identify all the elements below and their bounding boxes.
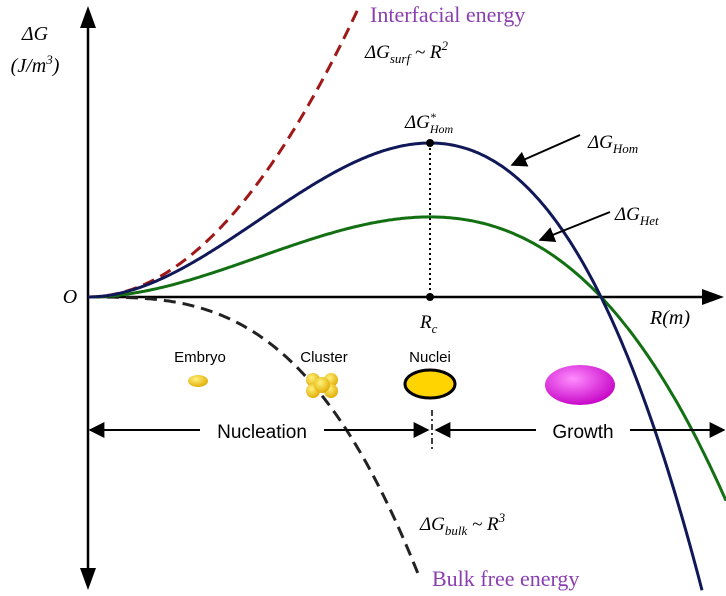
y-label: ΔG (21, 23, 49, 45)
y-unit: (J/m3) (11, 52, 60, 77)
het-label: ΔGHet (614, 204, 659, 228)
growth-shape (545, 365, 615, 405)
curves (88, 8, 726, 591)
bulk-eq: ΔGbulk ~ R3 (419, 510, 506, 538)
x-arrow (702, 289, 724, 305)
het-pointer (538, 211, 611, 243)
stage-label: Cluster (300, 349, 348, 366)
critical-point (426, 139, 434, 147)
critical-label: ΔG* Hom (404, 110, 454, 136)
nuclei-shape (403, 368, 457, 400)
region-label: Nucleation (217, 422, 307, 443)
cluster-shape (306, 373, 338, 398)
y-arrow-down (80, 568, 96, 590)
rc-point (426, 293, 434, 301)
embryo-shape (188, 375, 208, 387)
hom-pointer (510, 134, 581, 167)
hom-label: ΔGHom (587, 132, 638, 156)
het-curve (88, 215, 726, 502)
label-bg (536, 418, 630, 444)
x-label: R(m) (649, 307, 690, 329)
stage-label: Nuclei (409, 349, 451, 366)
label-bg (200, 418, 324, 444)
rc-label: Rc (419, 312, 438, 336)
bulk-curve (88, 295, 422, 580)
interfacial-title: Interfacial energy (370, 2, 525, 27)
y-arrow-up (80, 6, 96, 28)
surf-eq: ΔGsurf ~ R2 (364, 38, 449, 66)
stage-label: Embryo (174, 349, 226, 366)
origin-label: O (63, 286, 77, 308)
region-label: Growth (552, 422, 613, 443)
hom-curve (88, 141, 704, 591)
bulk-title: Bulk free energy (432, 566, 579, 591)
surface-curve (88, 8, 360, 299)
